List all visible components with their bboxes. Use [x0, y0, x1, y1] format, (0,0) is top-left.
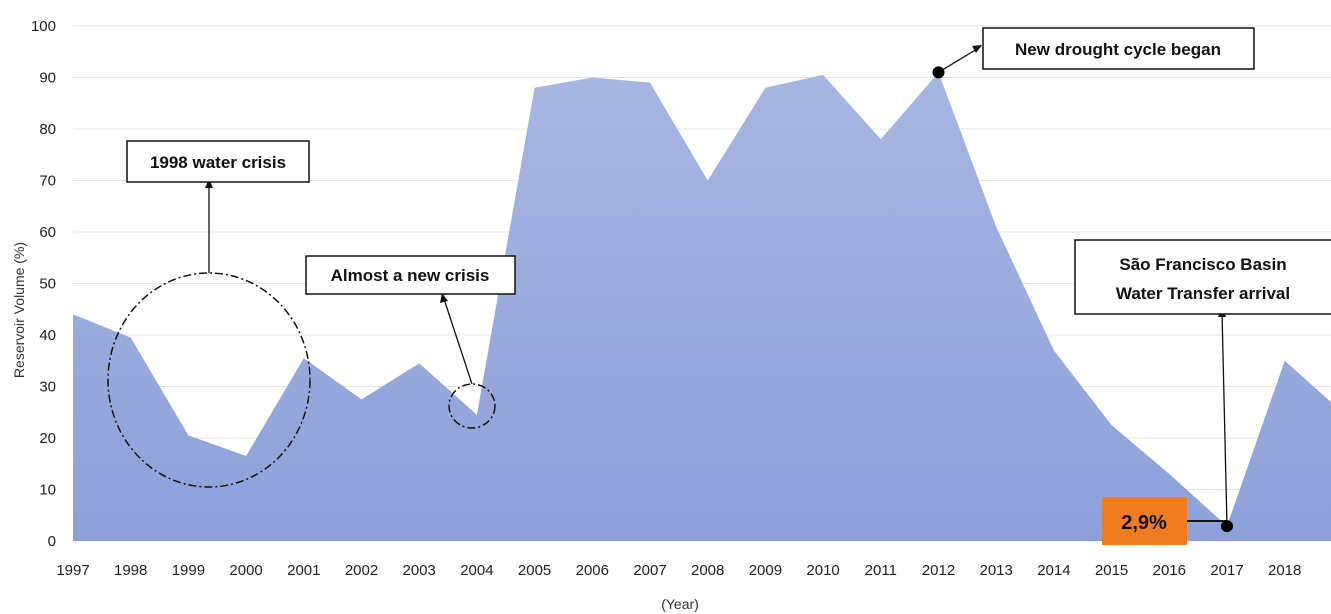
x-tick-label: 2005 — [518, 562, 551, 579]
arrow-2004 — [443, 298, 473, 385]
arrow-transfer — [1221, 311, 1228, 527]
x-tick-label: 2004 — [460, 562, 493, 579]
x-tick-label: 2012 — [922, 562, 955, 579]
callout-box-1998 — [126, 140, 310, 183]
y-tick-label: 70 — [39, 173, 56, 190]
x-tick-label: 2015 — [1095, 562, 1128, 579]
x-tick-label: 2010 — [806, 562, 839, 579]
y-tick-label: 60 — [39, 224, 56, 241]
x-tick-label: 2017 — [1210, 562, 1243, 579]
callout-text-2004: Almost a new crisis — [331, 266, 490, 285]
crisis-circle-2004 — [448, 383, 496, 429]
y-tick-label: 50 — [39, 276, 56, 293]
arrowhead-drought — [972, 45, 982, 53]
y-tick-label: 80 — [39, 121, 56, 138]
x-tick-label: 2014 — [1037, 562, 1070, 579]
area-series — [73, 72, 1331, 541]
x-tick-label: 2011 — [865, 562, 897, 579]
y-tick-label: 40 — [39, 327, 56, 344]
x-tick-label: 2001 — [287, 562, 320, 579]
annotation-drought-cycle: New drought cycle began — [932, 27, 1255, 79]
x-tick-label: 1999 — [172, 562, 205, 579]
callout-text-drought: New drought cycle began — [1015, 40, 1221, 59]
callout-box-drought — [982, 27, 1255, 70]
min-value-text: 2,9% — [1121, 512, 1167, 534]
annotation-2004-crisis: Almost a new crisis — [305, 255, 516, 429]
x-tick-label: 1997 — [56, 562, 89, 579]
y-tick-label: 0 — [48, 533, 56, 550]
y-tick-label: 10 — [39, 482, 56, 499]
area-fill — [73, 72, 1331, 541]
callout-text-transfer-line1: São Francisco Basin — [1119, 255, 1286, 274]
point-2017-marker — [1221, 520, 1233, 533]
x-tick-label: 2016 — [1153, 562, 1186, 579]
y-axis-label: Reservoir Volume (%) — [11, 242, 27, 378]
callout-box-transfer — [1074, 239, 1331, 315]
y-axis-ticks: 0 10 20 30 40 50 60 70 80 90 100 — [31, 18, 56, 550]
y-tick-label: 20 — [39, 430, 56, 447]
x-axis-label: (Year) — [661, 596, 699, 612]
x-tick-label: 2000 — [229, 562, 262, 579]
x-tick-label: 2007 — [633, 562, 666, 579]
callout-text-1998: 1998 water crisis — [150, 153, 286, 172]
x-tick-label: 2003 — [403, 562, 436, 579]
annotation-min-value: 2,9% — [1102, 497, 1233, 545]
y-tick-label: 90 — [39, 70, 56, 87]
arrow-drought — [938, 48, 978, 73]
point-2012-marker — [932, 66, 945, 79]
x-tick-label: 1998 — [114, 562, 147, 579]
crisis-circle-1998 — [107, 272, 311, 488]
x-axis-ticks: 1997 1998 1999 2000 2001 2002 2003 2004 2005 2006… — [56, 562, 1301, 579]
callout-box-2004 — [305, 255, 516, 295]
x-tick-label: 2018 — [1268, 562, 1301, 579]
y-tick-label: 100 — [31, 18, 56, 35]
annotation-1998-crisis: 1998 water crisis — [107, 140, 311, 488]
x-tick-label: 2009 — [749, 562, 782, 579]
arrowhead-1998 — [205, 179, 213, 188]
x-tick-label: 2013 — [980, 562, 1013, 579]
x-tick-label: 2006 — [576, 562, 609, 579]
min-value-badge — [1102, 497, 1187, 545]
callout-text-transfer-line2: Water Transfer arrival — [1116, 284, 1290, 303]
x-tick-label: 2008 — [691, 562, 724, 579]
y-tick-label: 30 — [39, 379, 56, 396]
arrowhead-2004 — [440, 293, 448, 303]
x-tick-label: 2002 — [345, 562, 378, 579]
annotation-transfer: São Francisco Basin Water Transfer arriv… — [1074, 239, 1331, 527]
